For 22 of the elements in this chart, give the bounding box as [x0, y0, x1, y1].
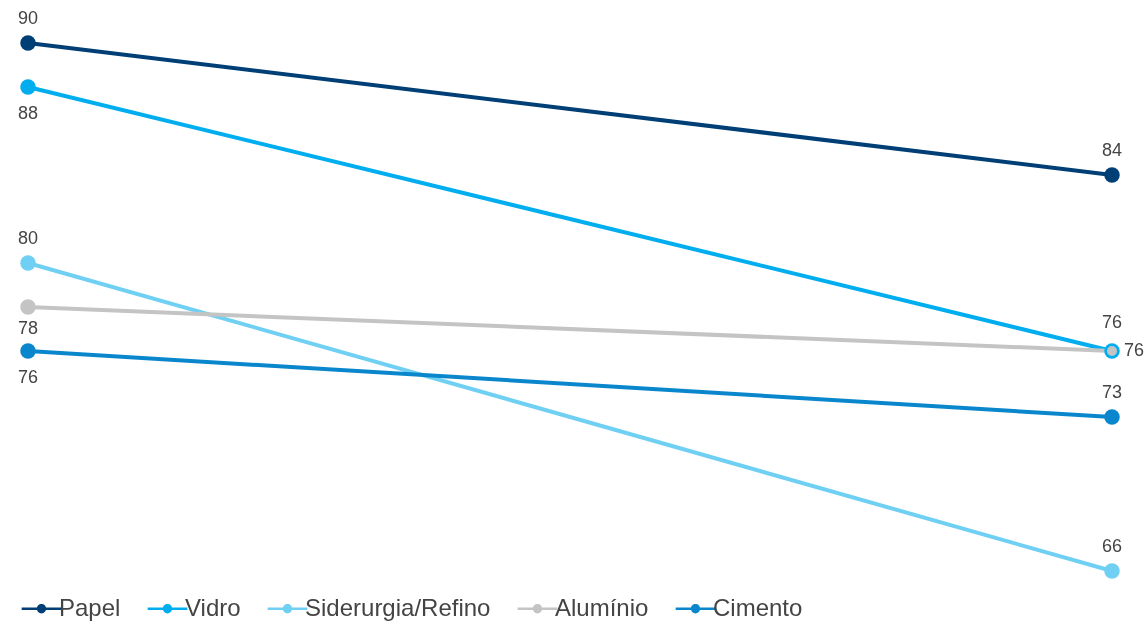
data-label: 76	[17, 367, 39, 387]
point	[1104, 563, 1120, 579]
data-label: 66	[1101, 536, 1123, 556]
point	[20, 79, 36, 95]
legend-label: Siderurgia/Refino	[305, 593, 491, 621]
legend-label: Alumínio	[555, 593, 649, 621]
point	[20, 343, 36, 359]
data-label: 73	[1101, 382, 1123, 402]
data-label: 84	[1101, 140, 1123, 160]
legend-label: Vidro	[185, 593, 241, 621]
point	[1104, 409, 1120, 425]
point	[1104, 167, 1120, 183]
point	[20, 35, 36, 51]
legend-label: Cimento	[713, 593, 803, 621]
data-label: 76	[1101, 312, 1123, 332]
point	[20, 255, 36, 271]
data-label: 88	[17, 103, 39, 123]
data-label: 76	[1123, 340, 1145, 360]
data-label: 80	[17, 228, 39, 248]
data-label: 90	[17, 8, 39, 28]
legend-label: Papel	[59, 593, 121, 621]
data-label: 78	[17, 318, 39, 338]
